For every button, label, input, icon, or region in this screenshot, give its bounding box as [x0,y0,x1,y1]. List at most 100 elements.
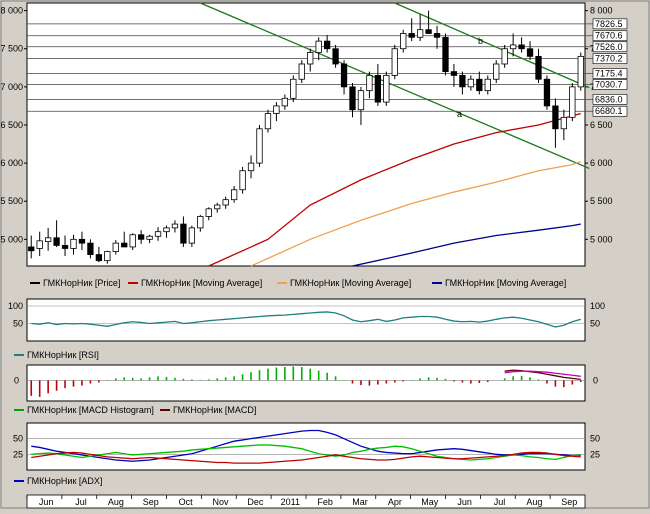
candle-body-down [95,254,103,262]
candle-body-up [484,78,491,92]
candle-body-up [197,216,204,229]
price-legend-label: ГМКНорНик [Price] [43,278,120,288]
candle-body-up [44,237,52,243]
price-box [592,79,628,90]
price-box-label: 7175.4 [595,68,623,78]
candle-body-up [467,78,475,88]
adx-ytick-label-left: 50 [13,434,23,444]
price-ytick-label-left: 5 500 [0,196,23,206]
price-box [592,18,628,30]
candle-body-down [121,242,128,248]
x-axis-month-label: Jun [457,497,472,507]
price-box-label: 7670.6 [595,31,623,41]
candle-body-down [61,245,69,249]
candle-body-up [383,75,390,103]
price-box-label: 7030.7 [595,80,623,90]
price-ytick-label-left: 7 000 [0,82,23,92]
candle-body-up [205,208,212,217]
candle-body-up [416,29,424,38]
price-box-label: 7526.0 [595,42,623,52]
candle-body-down [28,246,35,252]
macd-ytick-label-right: 0 [593,375,598,385]
candle-body-up [493,63,500,80]
candle-body-up [569,86,576,118]
candle-body-up [70,238,77,249]
price-ytick-label-left: 7 500 [0,44,23,54]
candle-body-up [400,33,407,50]
price-ytick-label-right: 8 000 [590,6,613,16]
candle-body-down [476,78,483,92]
candle-body-down [374,75,382,103]
price-box [592,68,628,79]
candle-body-down [332,48,339,65]
candle-body-up [239,170,246,191]
candle-body-down [137,234,145,240]
macd-legend-label: ГМКНорНик [MACD] [173,405,256,415]
price-ytick-label-right: 5 000 [590,234,613,244]
candle-body-down [433,33,441,38]
candle-body-up [307,52,314,65]
macd-series-line [504,369,581,381]
price-ytick-label-left: 6 500 [0,120,23,130]
adx-panel-bg [26,422,586,471]
x-axis-month-label: Feb [317,497,333,507]
macd-legend-label: ГМКНорНик [MACD Histogram] [27,405,154,415]
candle-body-up [501,48,508,65]
price-box-label: 7370.2 [595,54,623,64]
moving-average-line-3 [352,223,581,267]
candle-body-up [391,48,398,76]
adx-ytick-label-right: 50 [590,434,600,444]
candle-body-up [36,240,43,249]
candle-body-up [264,113,272,130]
candle-body-up [112,242,119,252]
trend-label-b: b [478,36,483,46]
rsi-ytick-label-right: 50 [590,319,600,329]
price-ytick-label-left: 6 000 [0,158,23,168]
adx-legend-label: ГМКНорНик [ADX] [27,476,102,486]
x-axis-month-label: Jul [494,497,506,507]
candle-body-down [78,238,86,244]
rsi-legend-label: ГМКНорНик [RSI] [27,350,99,360]
rsi-series-line [31,311,581,328]
candle-body-down [408,33,415,38]
price-legend-label: ГМКНорНик [Moving Average] [141,278,262,288]
price-ytick-label-right: 5 500 [590,196,613,206]
adx-series-line [31,429,581,462]
macd-series-line [504,370,581,377]
candle-body-up [163,227,170,233]
x-axis-month-label: Sep [561,497,577,507]
candle-body-up [577,55,584,88]
candle-body-down [323,40,331,50]
x-axis-month-label: Sep [143,497,159,507]
price-box [592,53,628,64]
candle-body-down [450,71,458,76]
trend-line-a [200,2,590,170]
candle-body-up [104,251,111,262]
price-legend-label: ГМКНорНик [Moving Average] [290,278,411,288]
price-box [592,41,628,53]
price-ytick-label-right: 6 500 [590,120,613,130]
candle-body-down [552,105,559,130]
candle-body-up [298,63,305,80]
candle-body-down [518,44,525,50]
x-axis-month-label: Dec [247,497,264,507]
price-box [592,94,628,105]
candle-body-up [256,128,263,164]
candle-body-up [188,227,196,244]
price-box-label: 6680.1 [595,106,623,116]
x-axis-month-label: Jun [39,497,54,507]
price-panel-bg [26,2,586,267]
candle-body-up [154,231,162,237]
candle-body-down [425,29,432,34]
x-axis-month-label: Oct [179,497,194,507]
candle-body-up [290,78,297,99]
candle-body-down [349,86,356,111]
price-box-label: 7826.5 [595,19,623,29]
candle-body-up [357,90,365,111]
x-axis-month-label: Apr [388,497,402,507]
price-ytick-label-right: 6 000 [590,158,613,168]
candle-body-up [281,97,289,107]
candle-body-down [459,75,466,88]
